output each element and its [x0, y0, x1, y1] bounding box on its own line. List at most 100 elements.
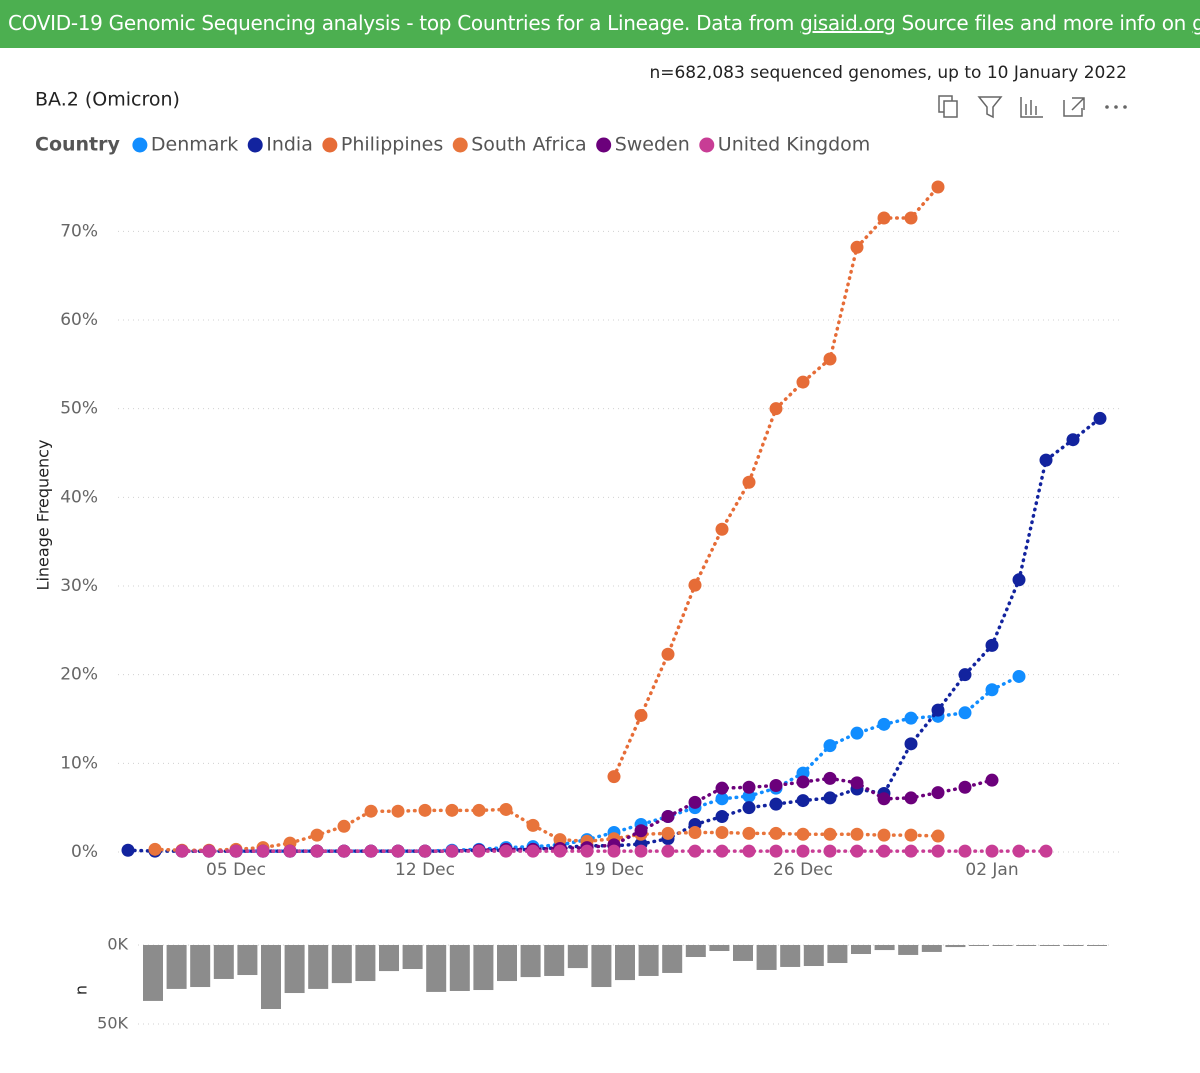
- point: [985, 844, 999, 858]
- legend-marker: [699, 137, 715, 153]
- legend-title: Country: [35, 134, 121, 156]
- point: [877, 717, 891, 731]
- legend-label: Denmark: [151, 134, 238, 156]
- legend-marker: [322, 137, 338, 153]
- point: [931, 703, 945, 717]
- point: [175, 844, 189, 858]
- point: [715, 844, 729, 858]
- point: [1012, 573, 1026, 587]
- point: [850, 726, 864, 740]
- point: [688, 844, 702, 858]
- bar: [898, 945, 919, 955]
- x-tick-label: 05 Dec: [206, 860, 266, 880]
- legend-marker: [132, 137, 148, 153]
- point: [904, 844, 918, 858]
- bar: [992, 945, 1013, 946]
- point: [607, 770, 621, 784]
- point: [337, 844, 351, 858]
- bar: [402, 945, 423, 970]
- subtitle: n=682,083 sequenced genomes, up to 10 Ja…: [649, 63, 1127, 83]
- bar: [615, 945, 635, 981]
- legend-marker: [596, 137, 612, 153]
- point: [661, 647, 675, 661]
- point: [661, 844, 675, 858]
- bar: [544, 945, 565, 976]
- line: [153, 807, 940, 852]
- point: [256, 844, 270, 858]
- legend-label: Philippines: [341, 134, 443, 156]
- bar: [1087, 945, 1107, 946]
- point: [310, 844, 324, 858]
- point: [283, 844, 297, 858]
- bar: [851, 945, 871, 955]
- point: [337, 819, 351, 833]
- analyze-icon[interactable]: [1020, 97, 1043, 118]
- point: [985, 773, 999, 787]
- point: [715, 825, 729, 839]
- point: [904, 211, 918, 225]
- legend-marker: [247, 137, 263, 153]
- bar: [473, 945, 494, 991]
- legend-label: United Kingdom: [718, 134, 871, 156]
- point: [904, 828, 918, 842]
- point: [823, 791, 837, 805]
- point: [1093, 411, 1107, 425]
- bar: [1039, 945, 1060, 946]
- y-axis-title: n: [72, 985, 91, 995]
- legend-label: Sweden: [615, 134, 690, 156]
- bar: [733, 945, 753, 961]
- point: [958, 780, 972, 794]
- banner: COVID-19 Genomic Sequencing analysis - t…: [0, 0, 1200, 48]
- point: [148, 842, 162, 856]
- point: [796, 794, 810, 808]
- bar: [355, 945, 376, 982]
- bar: [426, 945, 447, 992]
- point: [499, 844, 513, 858]
- bar: [567, 945, 588, 969]
- point: [607, 844, 621, 858]
- point: [850, 776, 864, 790]
- point: [1066, 433, 1080, 447]
- point: [769, 797, 783, 811]
- point: [823, 844, 837, 858]
- link[interactable]: gisaid.org: [800, 11, 896, 35]
- link[interactable]: github: [1192, 11, 1200, 35]
- point: [796, 827, 810, 841]
- point: [418, 844, 432, 858]
- legend-marker: [452, 137, 468, 153]
- point: [904, 791, 918, 805]
- point: [796, 375, 810, 389]
- point: [121, 843, 135, 857]
- point: [688, 795, 702, 809]
- y-tick-label: 0%: [71, 842, 98, 862]
- point: [985, 683, 999, 697]
- bar: [331, 945, 352, 984]
- y-tick-label: 30%: [60, 576, 98, 596]
- point: [850, 844, 864, 858]
- line: [612, 185, 940, 779]
- point: [823, 771, 837, 785]
- copy-icon[interactable]: [938, 95, 958, 118]
- point: [634, 824, 648, 838]
- more-icon[interactable]: [1105, 105, 1127, 109]
- point: [742, 826, 756, 840]
- point: [202, 844, 216, 858]
- point: [634, 844, 648, 858]
- filter-icon[interactable]: [977, 96, 1003, 119]
- bar: [874, 945, 895, 951]
- point: [823, 739, 837, 753]
- focus-icon[interactable]: [1063, 97, 1085, 117]
- y-tick-label: 0K: [107, 935, 128, 954]
- point: [985, 638, 999, 652]
- line: [126, 416, 1102, 853]
- point: [229, 844, 243, 858]
- point: [688, 825, 702, 839]
- bar: [969, 945, 989, 946]
- bar: [497, 945, 517, 982]
- point: [364, 804, 378, 818]
- point: [1039, 453, 1053, 467]
- y-tick-label: 70%: [60, 221, 98, 241]
- point: [958, 844, 972, 858]
